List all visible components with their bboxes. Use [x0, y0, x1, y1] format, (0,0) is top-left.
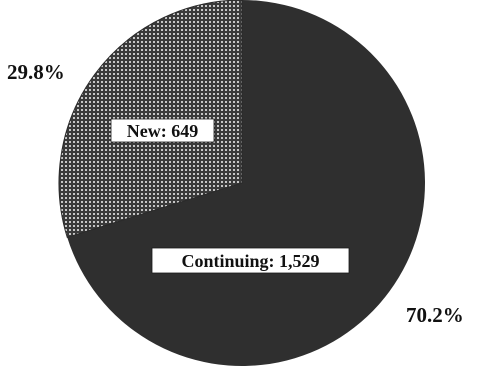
percent-label-continuing: 70.2%	[406, 303, 464, 327]
percent-label-new: 29.8%	[7, 60, 65, 84]
data-label-continuing-text: Continuing: 1,529	[181, 251, 319, 271]
pie-slice-continuing	[67, 0, 425, 366]
data-label-new: New: 649	[110, 118, 215, 143]
data-label-new-text: New: 649	[127, 121, 198, 141]
data-label-continuing: Continuing: 1,529	[151, 247, 350, 274]
